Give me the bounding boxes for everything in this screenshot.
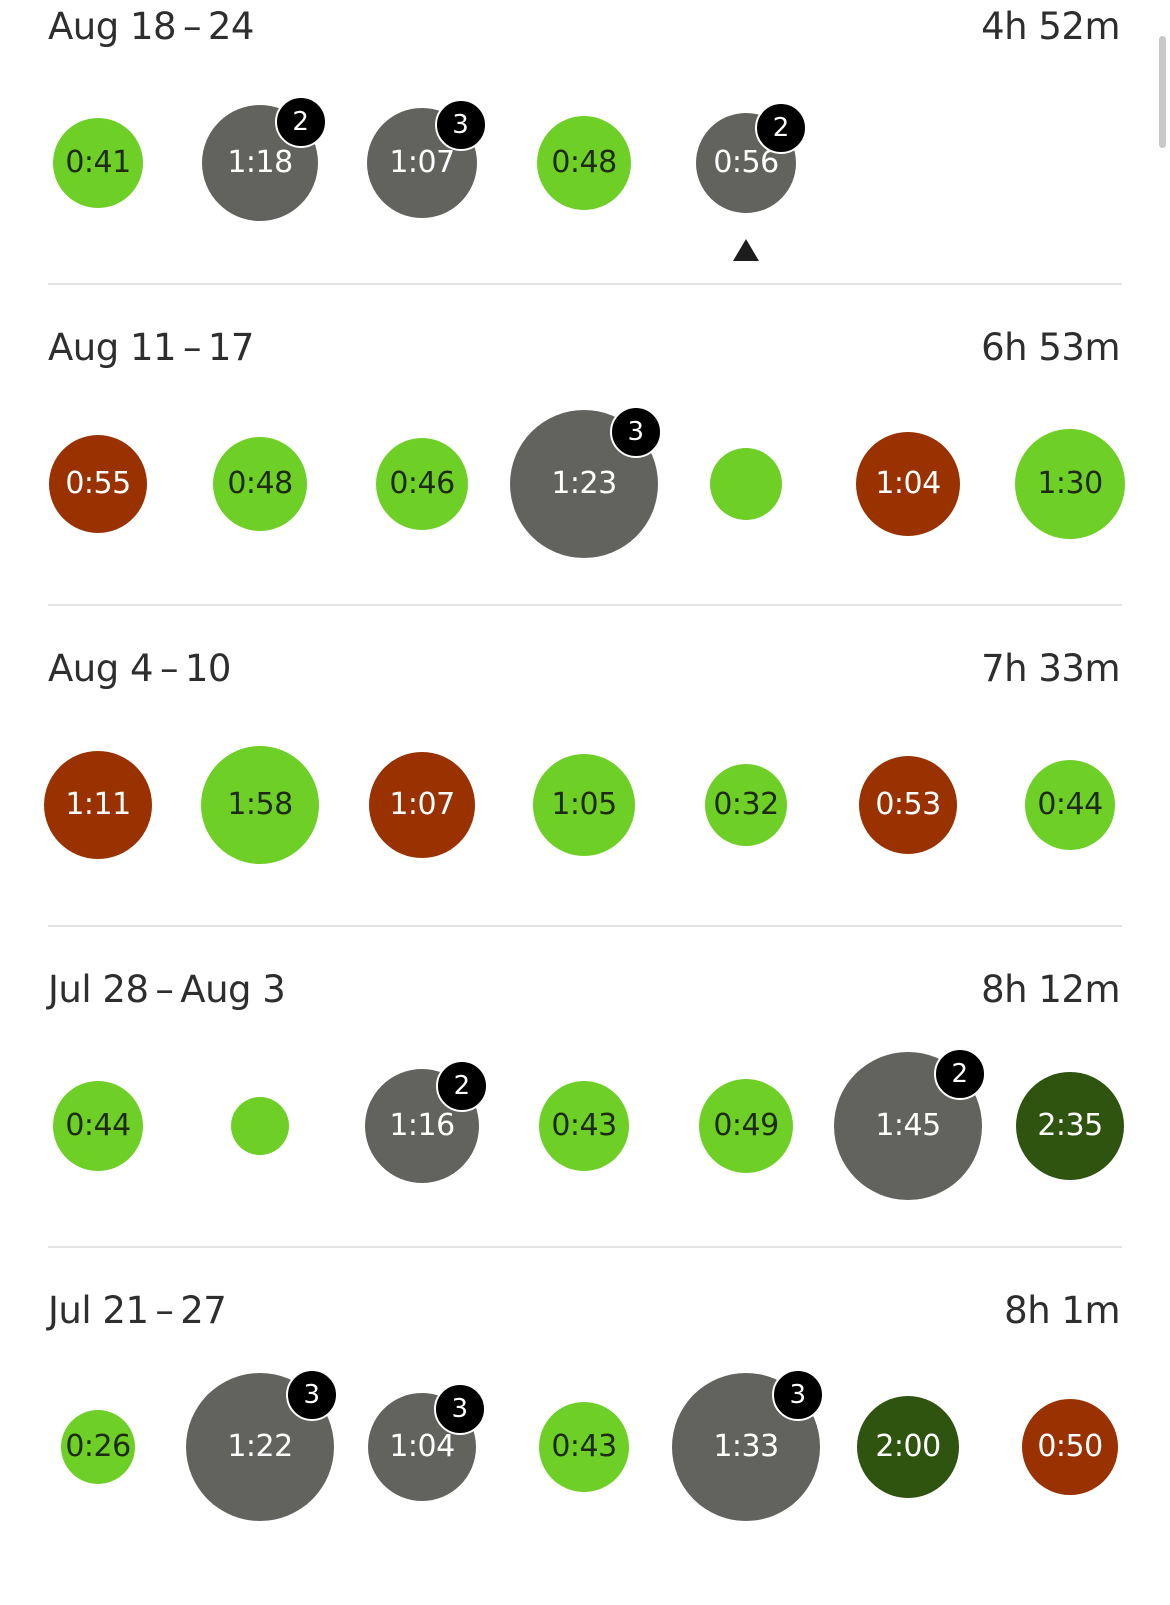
day-activity-bubble[interactable]: 0:26 (61, 1410, 135, 1484)
workout-count-badge: 2 (274, 96, 327, 149)
day-activity-bubble[interactable]: 0:44 (53, 1081, 143, 1171)
workout-count-badge: 2 (435, 1060, 488, 1113)
day-activity-bubble[interactable]: 0:41 (53, 118, 143, 208)
day-activity-bubble[interactable]: 0:48 (213, 437, 307, 531)
day-activity-bubble[interactable]: 2:00 (857, 1396, 959, 1498)
day-activity-bubble[interactable]: 0:50 (1022, 1399, 1118, 1495)
week-divider (48, 925, 1122, 927)
activity-weeks-screen: { "colors": { "target_met": "#6ecf26", "… (0, 0, 1170, 1521)
week-total-time: 8h 1m (1004, 1289, 1120, 1332)
day-activity-bubble[interactable]: 1:05 (533, 754, 635, 856)
week-total-time: 6h 53m (981, 326, 1120, 369)
week-range-label: Jul 28 – Aug 3 (48, 968, 286, 1011)
day-activity-bubble[interactable]: 0:43 (539, 1402, 629, 1492)
selected-day-marker-icon (733, 239, 759, 261)
day-activity-bubble[interactable]: 1:04 (856, 432, 960, 536)
week-section: Jul 21 – 27 8h 1m 0:26 1:22 3 1:04 3 0:43 1:33 3 2… (0, 1284, 1170, 1605)
week-range-label: Aug 18 – 24 (48, 5, 254, 48)
day-activity-bubble[interactable]: 1:07 (369, 752, 475, 858)
day-activity-bubble[interactable] (710, 448, 782, 520)
day-activity-bubble[interactable]: 2:35 (1016, 1072, 1124, 1180)
day-activity-bubble[interactable]: 0:43 (539, 1081, 629, 1171)
day-activity-bubble[interactable]: 0:49 (699, 1079, 793, 1173)
week-divider (48, 283, 1122, 285)
week-total-time: 4h 52m (981, 5, 1120, 48)
workout-count-badge: 3 (285, 1369, 338, 1422)
day-activity-bubble[interactable]: 0:48 (537, 116, 631, 210)
workout-count-badge: 3 (433, 1383, 486, 1436)
day-activity-bubble[interactable]: 0:32 (705, 764, 787, 846)
day-activity-bubble[interactable]: 1:30 (1015, 429, 1125, 539)
workout-count-badge: 3 (771, 1369, 824, 1422)
week-section: Aug 18 – 24 4h 52m 0:41 1:18 2 1:07 3 0:48 0:56 2 (0, 0, 1170, 321)
week-range-label: Aug 4 – 10 (48, 647, 231, 690)
workout-count-badge: 3 (434, 98, 487, 151)
workout-count-badge: 2 (933, 1048, 986, 1101)
day-activity-bubble[interactable]: 0:46 (376, 438, 468, 530)
week-total-time: 8h 12m (981, 968, 1120, 1011)
day-activity-bubble[interactable]: 0:55 (49, 435, 147, 533)
day-activity-bubble[interactable]: 0:44 (1025, 760, 1115, 850)
scrollbar[interactable] (1159, 36, 1166, 148)
workout-count-badge: 2 (755, 102, 807, 154)
workout-count-badge: 3 (609, 406, 662, 459)
week-total-time: 7h 33m (981, 647, 1120, 690)
week-divider (48, 604, 1122, 606)
week-section: Jul 28 – Aug 3 8h 12m 0:44 1:16 2 0:43 0:49 1:4… (0, 963, 1170, 1284)
week-section: Aug 11 – 17 6h 53m 0:55 0:48 0:46 1:23 3 1:04 1:… (0, 321, 1170, 642)
week-divider (48, 1246, 1122, 1248)
week-range-label: Jul 21 – 27 (48, 1289, 227, 1332)
day-activity-bubble[interactable]: 1:58 (201, 746, 319, 864)
day-activity-bubble[interactable]: 1:11 (44, 751, 152, 859)
day-activity-bubble[interactable] (231, 1097, 289, 1155)
week-range-label: Aug 11 – 17 (48, 326, 254, 369)
week-section: Aug 4 – 10 7h 33m 1:11 1:58 1:07 1:05 0:32 0:53… (0, 642, 1170, 963)
day-activity-bubble[interactable]: 0:53 (859, 756, 957, 854)
